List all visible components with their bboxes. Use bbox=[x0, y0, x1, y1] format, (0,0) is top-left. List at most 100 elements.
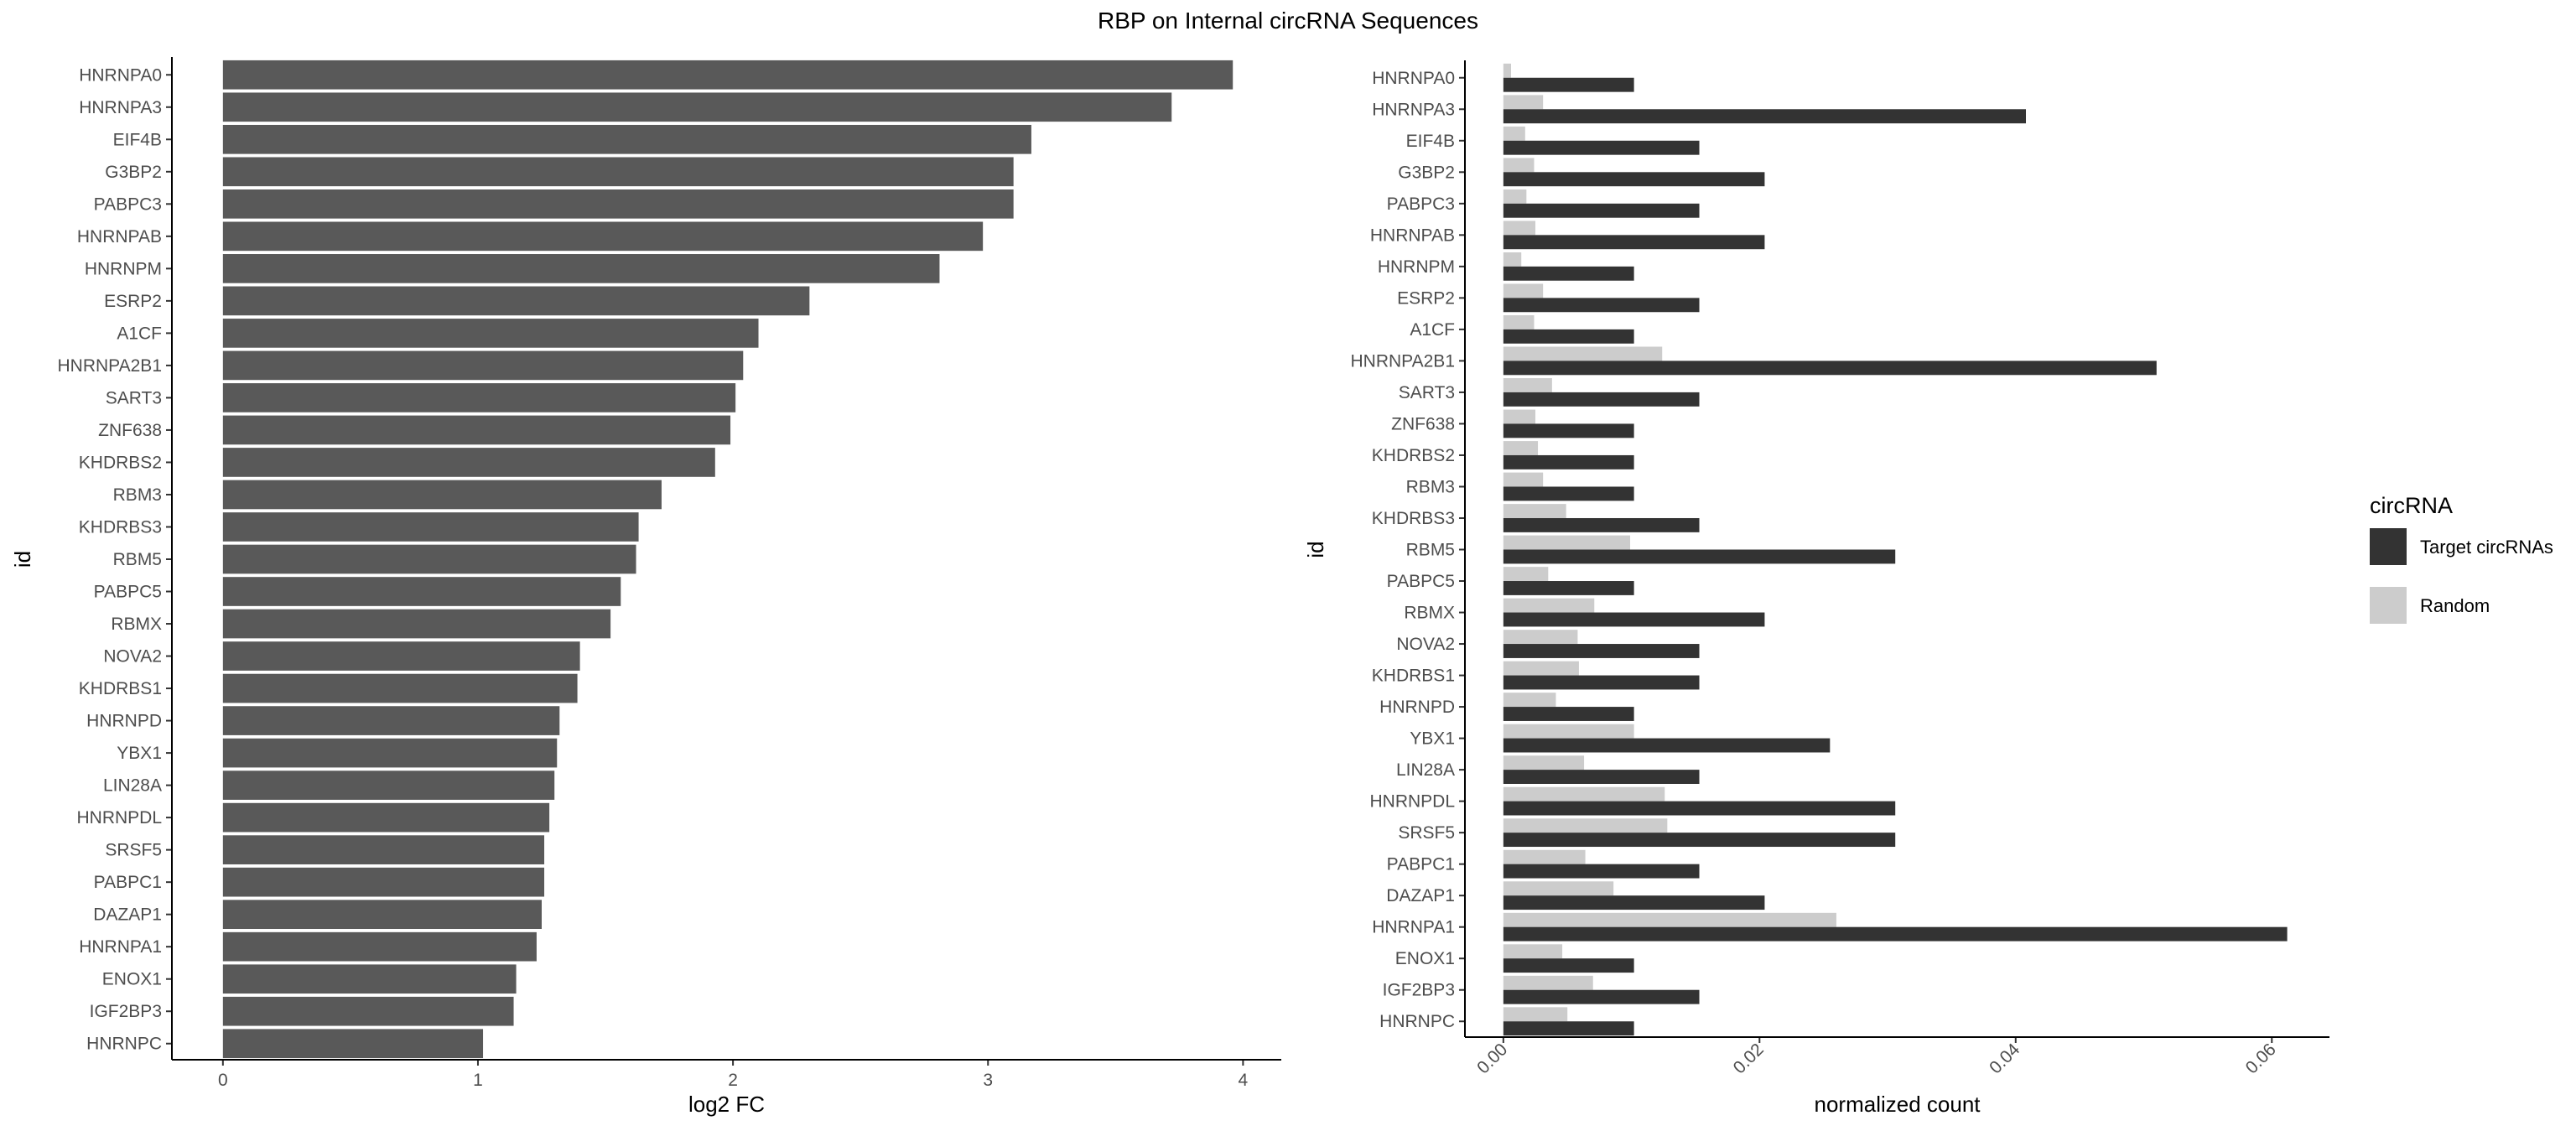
bar-random-srsf5 bbox=[1503, 818, 1668, 833]
y-tick-label: RBMX bbox=[1404, 604, 1455, 623]
legend-label: Random bbox=[2420, 595, 2490, 616]
y-tick-label: YBX1 bbox=[1410, 729, 1455, 749]
x-tick-label: 3 bbox=[983, 1071, 993, 1090]
y-tick-label: HNRNPA0 bbox=[1372, 69, 1455, 88]
right-x-axis-title: normalized count bbox=[1815, 1092, 1981, 1117]
right-y-axis-title: id bbox=[1303, 541, 1328, 558]
bar-pabpc1 bbox=[222, 867, 545, 897]
y-tick-label: HNRNPA2B1 bbox=[58, 356, 162, 376]
left-x-ticks: 0 1 2 3 4 bbox=[218, 1060, 1249, 1090]
bar-dazap1 bbox=[222, 900, 542, 930]
bar-target-hnrnpa0 bbox=[1503, 77, 1634, 92]
bar-random-g3bp2 bbox=[1503, 158, 1535, 173]
bar-random-hnrnpa0 bbox=[1503, 63, 1511, 78]
legend-items: Target circRNAs Random bbox=[2370, 528, 2553, 624]
bar-random-hnrnpa1 bbox=[1503, 912, 1836, 927]
y-tick-label: ZNF638 bbox=[1391, 414, 1455, 433]
chart-title: RBP on Internal circRNA Sequences bbox=[1098, 8, 1478, 34]
bar-target-hnrnpa1 bbox=[1503, 926, 2288, 942]
bar-target-g3bp2 bbox=[1503, 172, 1765, 187]
y-tick-label: HNRNPD bbox=[86, 712, 162, 731]
bar-esrp2 bbox=[222, 286, 810, 316]
bar-random-sart3 bbox=[1503, 378, 1552, 392]
bar-target-rbm3 bbox=[1503, 486, 1634, 501]
bar-random-rbm3 bbox=[1503, 472, 1544, 487]
x-tick-label: 0.06 bbox=[2242, 1040, 2280, 1077]
bar-rbm5 bbox=[222, 544, 636, 574]
bar-target-eif4b bbox=[1503, 140, 1700, 155]
bar-random-hnrnpab bbox=[1503, 220, 1536, 236]
bar-khdrbs3 bbox=[222, 512, 639, 542]
bar-sart3 bbox=[222, 383, 736, 412]
x-tick-label: 2 bbox=[728, 1071, 738, 1090]
bar-target-hnrnpm bbox=[1503, 266, 1634, 281]
y-tick-label: RBM5 bbox=[1406, 541, 1455, 560]
y-tick-label: RBM3 bbox=[113, 485, 162, 505]
left-panel: HNRNPA0 HNRNPA3 EIF4B G3BP2 PABPC3 HNRNPAB HNR… bbox=[10, 57, 1281, 1117]
bar-khdrbs1 bbox=[222, 673, 578, 703]
bar-target-a1cf bbox=[1503, 329, 1634, 344]
y-tick-label: KHDRBS3 bbox=[1372, 509, 1455, 528]
left-y-axis-title: id bbox=[10, 551, 35, 568]
bar-target-hnrnpa3 bbox=[1503, 109, 2027, 124]
bar-target-nova2 bbox=[1503, 644, 1700, 658]
y-tick-label: HNRNPA2B1 bbox=[1351, 351, 1455, 371]
right-y-tick-labels: HNRNPA0 HNRNPA3 EIF4B G3BP2 PABPC3 HNRNPAB HNR… bbox=[1351, 69, 1465, 1031]
y-tick-label: LIN28A bbox=[1396, 760, 1455, 780]
bar-target-lin28a bbox=[1503, 770, 1700, 784]
y-tick-label: A1CF bbox=[1410, 320, 1455, 340]
y-tick-label: PABPC3 bbox=[94, 195, 162, 214]
y-tick-label: HNRNPAB bbox=[1370, 226, 1455, 245]
bar-target-sart3 bbox=[1503, 392, 1700, 407]
bar-target-pabpc3 bbox=[1503, 203, 1700, 218]
bar-a1cf bbox=[222, 319, 759, 348]
bar-target-hnrnpc bbox=[1503, 1021, 1634, 1036]
right-x-ticks: 0.00 0.02 0.04 0.06 bbox=[1473, 1037, 2280, 1077]
bar-rbmx bbox=[222, 609, 611, 639]
bar-random-ybx1 bbox=[1503, 724, 1634, 739]
bar-random-rbmx bbox=[1503, 598, 1595, 613]
y-tick-label: HNRNPDL bbox=[76, 808, 162, 827]
bar-hnrnpd bbox=[222, 706, 560, 735]
bar-hnrnpa2b1 bbox=[222, 350, 744, 381]
bar-random-a1cf bbox=[1503, 315, 1535, 329]
y-tick-label: ESRP2 bbox=[104, 292, 162, 311]
right-panel: HNRNPA0 HNRNPA3 EIF4B G3BP2 PABPC3 HNRNPAB HNR… bbox=[1303, 60, 2329, 1117]
bar-igf2bp3 bbox=[222, 996, 514, 1026]
bar-pabpc3 bbox=[222, 189, 1014, 219]
y-tick-label: RBM5 bbox=[113, 550, 162, 569]
bar-target-khdrbs1 bbox=[1503, 675, 1700, 690]
bar-hnrnpab bbox=[222, 221, 984, 252]
bar-hnrnpa1 bbox=[222, 931, 537, 962]
left-y-tick-labels: HNRNPA0 HNRNPA3 EIF4B G3BP2 PABPC3 HNRNPAB HNR… bbox=[58, 65, 172, 1054]
x-tick-label: 0.02 bbox=[1730, 1040, 1768, 1077]
y-tick-label: HNRNPAB bbox=[77, 227, 162, 246]
y-tick-label: KHDRBS2 bbox=[1372, 446, 1455, 465]
bar-target-srsf5 bbox=[1503, 833, 1896, 848]
y-tick-label: HNRNPM bbox=[1378, 257, 1455, 277]
legend: circRNA Target circRNAs Random bbox=[2370, 493, 2553, 624]
y-tick-label: PABPC5 bbox=[1387, 572, 1455, 591]
y-tick-label: ZNF638 bbox=[98, 421, 162, 440]
y-tick-label: DAZAP1 bbox=[93, 905, 162, 925]
bar-srsf5 bbox=[222, 835, 545, 864]
y-tick-label: HNRNPA3 bbox=[79, 98, 162, 117]
bar-lin28a bbox=[222, 770, 555, 800]
x-tick-label: 4 bbox=[1239, 1071, 1249, 1090]
bar-ybx1 bbox=[222, 738, 558, 768]
y-tick-label: NOVA2 bbox=[103, 647, 162, 667]
y-tick-label: PABPC3 bbox=[1387, 195, 1455, 214]
y-tick-label: IGF2BP3 bbox=[90, 1002, 162, 1021]
bar-eif4b bbox=[222, 124, 1031, 154]
bar-target-hnrnpd bbox=[1503, 707, 1634, 721]
y-tick-label: PABPC1 bbox=[94, 873, 162, 892]
y-tick-label: KHDRBS3 bbox=[79, 517, 162, 537]
bar-random-znf638 bbox=[1503, 409, 1536, 424]
left-bars bbox=[222, 60, 1233, 1059]
bar-target-igf2bp3 bbox=[1503, 989, 1700, 1004]
y-tick-label: HNRNPC bbox=[86, 1035, 162, 1054]
y-tick-label: PABPC5 bbox=[94, 583, 162, 602]
bar-random-nova2 bbox=[1503, 630, 1578, 645]
y-tick-label: KHDRBS1 bbox=[79, 679, 162, 698]
